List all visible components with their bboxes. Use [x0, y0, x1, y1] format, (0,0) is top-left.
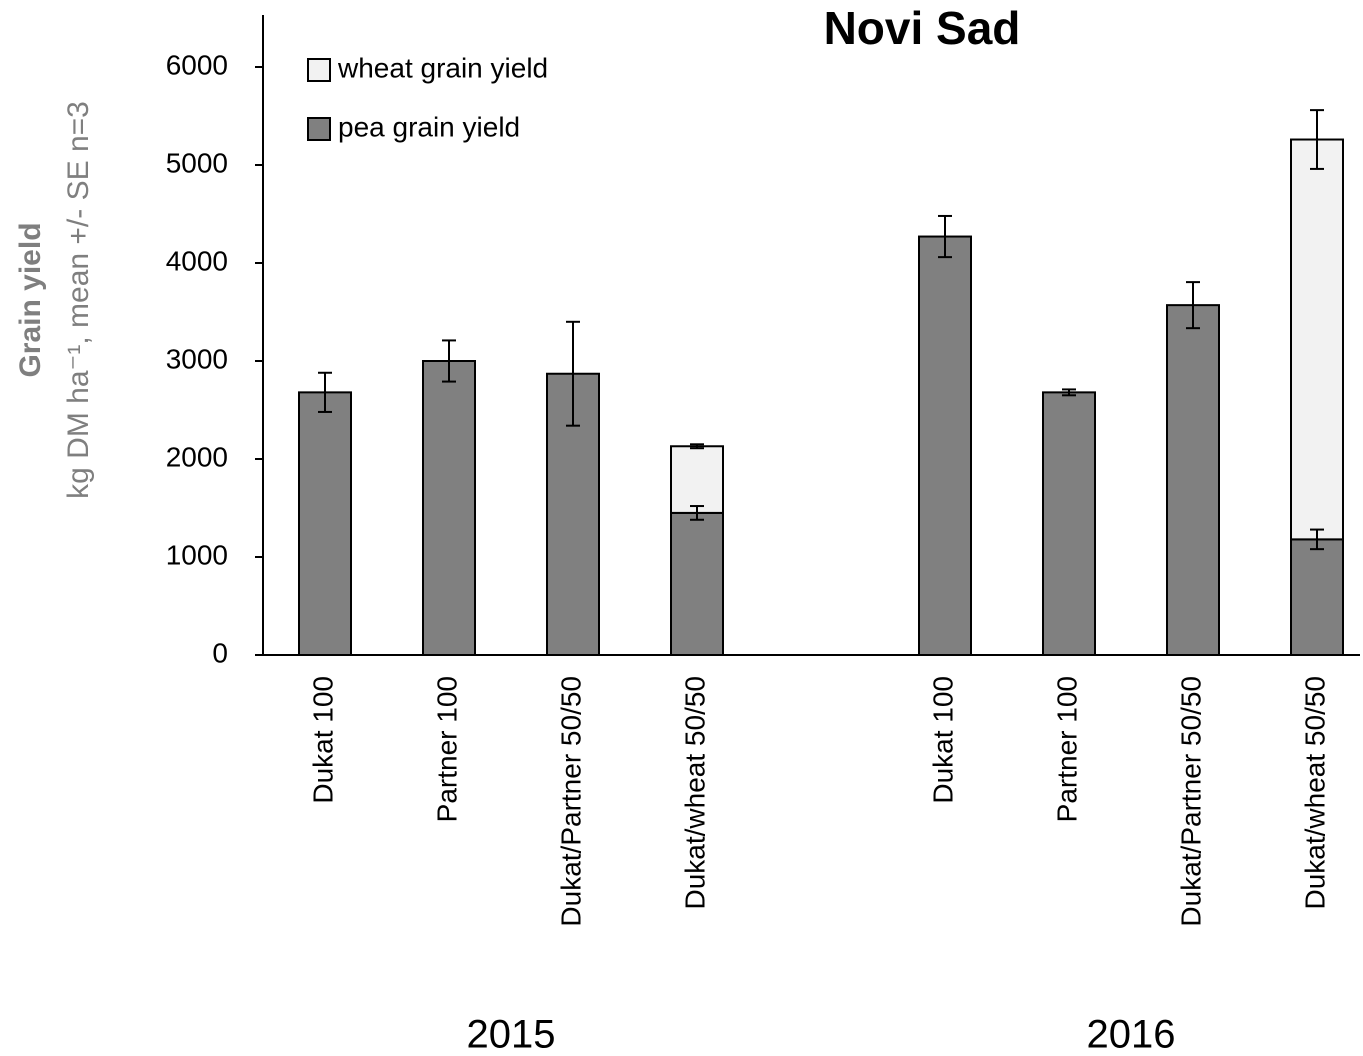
y-tick-label: 0 [212, 637, 228, 668]
legend-label: pea grain yield [338, 111, 520, 142]
y-axis-subtitle: kg DM ha⁻¹, mean +/- SE n=3 [62, 101, 95, 499]
y-tick-label: 2000 [166, 441, 228, 472]
y-tick-label: 3000 [166, 343, 228, 374]
legend-label: wheat grain yield [337, 52, 548, 83]
bar-segment [1166, 304, 1220, 656]
legend-swatch [307, 117, 331, 141]
bar-segment [1042, 391, 1096, 656]
chart-title: Novi Sad [824, 2, 1021, 54]
x-tick-label: Dukat/Partner 50/50 [555, 676, 586, 927]
y-tick-label: 6000 [166, 49, 228, 80]
x-tick-label: Partner 100 [1051, 676, 1082, 822]
legend-swatch [307, 58, 331, 82]
y-tick-label: 4000 [166, 245, 228, 276]
y-axis-title: Grain yield [14, 222, 47, 377]
y-tick-label: 1000 [166, 539, 228, 570]
group-label: 2016 [1087, 1013, 1176, 1056]
bar-segment [670, 445, 724, 514]
x-tick-label: Dukat/Partner 50/50 [1175, 676, 1206, 927]
group-label: 2015 [467, 1013, 556, 1056]
y-tick-label: 5000 [166, 147, 228, 178]
bar-segment [1290, 138, 1344, 541]
bar-segment [298, 391, 352, 656]
bar-segment [422, 360, 476, 656]
x-tick-label: Dukat 100 [927, 676, 958, 804]
x-tick-label: Dukat 100 [307, 676, 338, 804]
bar-segment [918, 235, 972, 656]
bar-segment [1290, 538, 1344, 656]
x-tick-label: Partner 100 [431, 676, 462, 822]
x-tick-label: Dukat/wheat 50/50 [1299, 676, 1330, 910]
bar-segment [670, 511, 724, 657]
x-tick-label: Dukat/wheat 50/50 [679, 676, 710, 910]
